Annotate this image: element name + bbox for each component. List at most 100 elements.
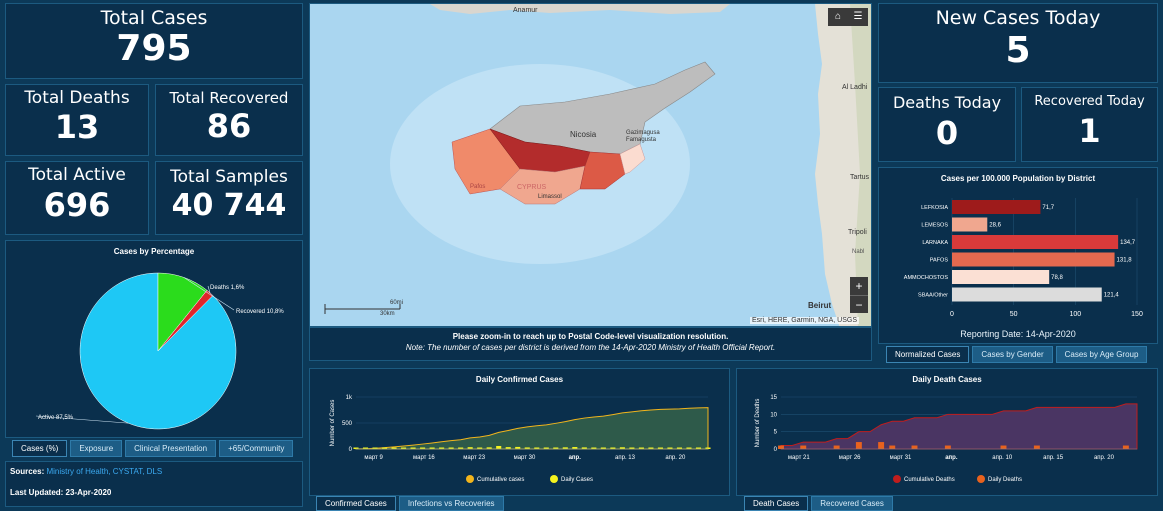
daily-bar (855, 442, 862, 449)
legend-swatch-cumulative (893, 475, 901, 483)
district-bar (952, 287, 1102, 302)
map-panel[interactable]: Anamur Nicosia Gazimagusa Famagusta CYPR… (309, 3, 872, 327)
confirmed-tabs: Confirmed Cases Infections vs Recoveries (316, 496, 504, 511)
daily-bar (458, 447, 464, 449)
tab-death-cases[interactable]: Death Cases (744, 496, 809, 511)
district-category-label: LEFKOSIA (921, 205, 948, 211)
district-value-label: 71,7 (1042, 205, 1054, 211)
district-bar (952, 270, 1050, 284)
daily-bar (581, 447, 587, 449)
district-bar (952, 217, 988, 232)
death-tabs: Death Cases Recovered Cases (744, 496, 893, 511)
recovered-today-label: Recovered Today (1034, 94, 1145, 109)
daily-bar (629, 447, 635, 449)
pie-leader-line (183, 277, 235, 311)
daily-bar (944, 445, 951, 449)
daily-bar (486, 447, 492, 449)
tab-infections-vs-recoveries[interactable]: Infections vs Recoveries (398, 496, 504, 511)
map-zoom-notice: Please zoom-in to reach up to Postal Cod… (452, 332, 729, 341)
daily-bar (410, 447, 416, 449)
district-value-label: 121,4 (1104, 293, 1120, 299)
daily-bar (391, 447, 397, 449)
legend-label-daily: Daily Deaths (988, 477, 1022, 483)
daily-bar (534, 447, 540, 449)
deaths-today-value: 0 (935, 114, 959, 152)
daily-bar (477, 447, 483, 449)
daily-bar (562, 447, 568, 449)
daily-bar (1122, 445, 1129, 449)
tab-recovered-cases[interactable]: Recovered Cases (811, 496, 893, 511)
x-tick-label: март 21 (788, 455, 810, 461)
x-tick-label: март 16 (413, 455, 435, 461)
daily-bar (695, 447, 702, 449)
y-tick-label: 1k (346, 395, 353, 401)
tab-exposure[interactable]: Exposure (70, 440, 123, 457)
confirmed-area-chart: 0 500 1k Number of Cases март 9 март 16 март 2… (330, 395, 711, 483)
district-x-tick: 100 (1069, 311, 1081, 318)
y-tick-label: 0 (349, 447, 353, 453)
y-axis-label: Number of Deaths (755, 399, 761, 448)
x-tick-label: март 9 (364, 455, 383, 461)
map-label-cyprus: CYPRUS (517, 184, 547, 191)
total-deaths-label: Total Deaths (24, 88, 130, 108)
pie-chart-title: Cases by Percentage (113, 247, 195, 256)
y-tick-label: 10 (770, 412, 777, 418)
legend-list-icon[interactable]: ☰ (853, 11, 863, 22)
tab-65-community[interactable]: +65/Community (219, 440, 294, 457)
legend-label-cumulative: Cumulative Deaths (904, 477, 955, 483)
tab-confirmed-cases[interactable]: Confirmed Cases (316, 496, 396, 511)
daily-bar (515, 446, 521, 449)
tab-cases-percent[interactable]: Cases (%) (12, 440, 68, 457)
daily-bar (833, 445, 840, 449)
daily-bar (543, 447, 549, 449)
daily-bar (889, 445, 896, 449)
district-category-label: LARNAKA (922, 240, 948, 246)
x-tick-label: апр. 15 (1043, 455, 1064, 461)
y-tick-label: 500 (342, 421, 353, 427)
map-label-al-ladhi: Al Ladhi (842, 84, 868, 91)
deaths-today-panel: Deaths Today 0 (878, 87, 1016, 162)
pie-label: Deaths 1,6% (210, 285, 245, 291)
daily-bar (610, 447, 616, 449)
recovered-today-value: 1 (1078, 112, 1101, 150)
daily-bar (353, 447, 359, 449)
last-updated: Last Updated: 23-Apr-2020 (10, 488, 112, 497)
home-icon[interactable]: ⌂ (834, 11, 842, 22)
district-x-tick: 150 (1131, 311, 1143, 318)
zoom-out-button[interactable]: − (850, 295, 868, 314)
map-label-famagusta: Gazimagusa Famagusta (626, 130, 660, 143)
map-label-nicosia: Nicosia (570, 130, 597, 139)
daily-bar (505, 447, 511, 449)
district-bar-chart: 0 50 100 150 LEFKOSIA 71,7 LEMESOS 28,6 LARNAKA 1… (904, 198, 1143, 318)
pie-label: Active 87,5% (38, 415, 74, 421)
tab-cases-by-gender[interactable]: Cases by Gender (972, 346, 1053, 363)
daily-bar (1033, 445, 1040, 449)
district-value-label: 28,6 (989, 223, 1001, 229)
death-chart-title: Daily Death Cases (912, 375, 982, 384)
tab-cases-by-age-group[interactable]: Cases by Age Group (1055, 346, 1148, 363)
daily-bar (439, 447, 445, 449)
map-attribution: Esri, HERE, Garmin, NGA, USGS (750, 317, 860, 324)
death-chart-panel: Daily Death Cases 0 5 10 15 Number of Deaths… (736, 368, 1158, 496)
zoom-in-button[interactable]: + (855, 279, 863, 293)
y-tick-label: 0 (774, 447, 778, 453)
daily-bar (553, 447, 559, 449)
daily-bar (705, 447, 711, 449)
x-tick-label: март 26 (839, 455, 861, 461)
tab-normalized-cases[interactable]: Normalized Cases (886, 346, 970, 363)
district-value-label: 134,7 (1120, 240, 1136, 246)
daily-bar (448, 447, 454, 449)
x-tick-label: апр. 20 (665, 455, 686, 461)
tab-clinical-presentation[interactable]: Clinical Presentation (125, 440, 217, 457)
y-tick-label: 15 (770, 395, 777, 401)
daily-bar (911, 445, 918, 449)
total-cases-value: 795 (116, 28, 192, 69)
zoom-controls: + − (850, 277, 868, 313)
district-category-label: SBAA/Other (918, 293, 948, 299)
legend-label-daily: Daily Cases (561, 477, 593, 483)
map-canvas[interactable] (310, 4, 872, 327)
district-category-label: AMMOCHOSTOS (904, 275, 949, 281)
cumulative-area (780, 403, 1138, 450)
daily-bar (638, 447, 644, 449)
sources-links[interactable]: Ministry of Health, CYSTAT, DLS (46, 467, 163, 476)
